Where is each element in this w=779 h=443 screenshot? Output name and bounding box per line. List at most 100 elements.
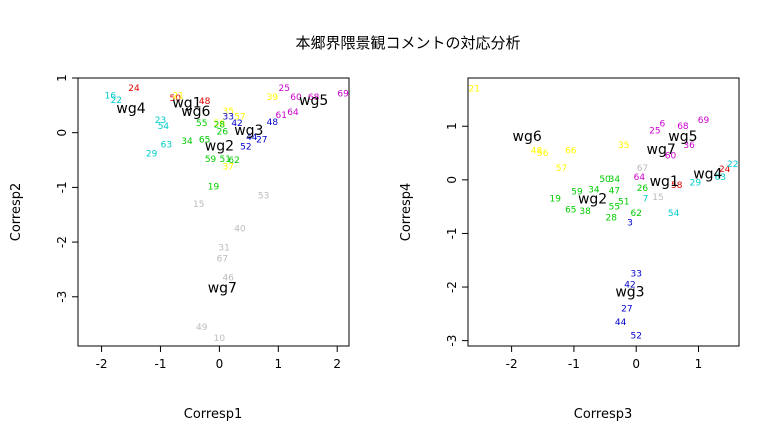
point-label: 62 bbox=[630, 209, 641, 219]
point-label: 57 bbox=[234, 112, 245, 122]
point-label: 65 bbox=[565, 205, 576, 215]
plot-frame bbox=[77, 77, 350, 347]
point-label: 26 bbox=[217, 128, 229, 138]
x-axis-label: Corresp1 bbox=[184, 407, 243, 422]
point-label: 23 bbox=[155, 116, 166, 126]
point-label: 51 bbox=[618, 197, 629, 207]
point-label: 47 bbox=[609, 187, 620, 197]
point-label: 44 bbox=[615, 318, 627, 328]
point-label: 44 bbox=[246, 133, 258, 143]
point-label: 61 bbox=[276, 111, 287, 121]
point-label: 67 bbox=[217, 254, 228, 264]
y-tick-label: 0 bbox=[55, 129, 69, 137]
point-label: 22 bbox=[111, 96, 122, 106]
group-label: wg5 bbox=[668, 129, 697, 145]
point-label: 56 bbox=[214, 119, 226, 129]
y-tick-label: 1 bbox=[55, 74, 69, 82]
y-tick-label: -3 bbox=[55, 291, 69, 303]
group-label: wg1 bbox=[172, 96, 201, 112]
point-label: 68 bbox=[308, 93, 320, 103]
point-label: 42 bbox=[624, 280, 635, 290]
point-label: 42 bbox=[231, 119, 242, 129]
point-label: 59 bbox=[205, 155, 217, 165]
point-label: 50 bbox=[169, 94, 181, 104]
axis-ticks: -2 -1 0 1 -3 -2 -1 0 1 bbox=[445, 122, 702, 371]
point-label: 68 bbox=[677, 122, 689, 132]
point-label: 28 bbox=[214, 120, 226, 130]
point-label: 48 bbox=[267, 118, 279, 128]
group-label: wg5 bbox=[299, 93, 328, 109]
point-label: 35 bbox=[223, 107, 234, 117]
point-label: 39 bbox=[267, 93, 279, 103]
point-label: 24 bbox=[128, 84, 140, 94]
point-label: 24 bbox=[719, 165, 731, 175]
point-label: 16 bbox=[105, 92, 117, 102]
group-label: wg2 bbox=[205, 138, 234, 154]
point-label: 52 bbox=[240, 142, 251, 152]
point-label: 38 bbox=[579, 207, 591, 217]
point-label: 50 bbox=[599, 175, 611, 185]
x-tick-label: -1 bbox=[568, 357, 580, 371]
point-label: 67 bbox=[637, 164, 648, 174]
group-label: wg1 bbox=[650, 174, 679, 190]
plot-frame bbox=[467, 77, 740, 347]
x-tick-label: -2 bbox=[506, 357, 518, 371]
point-label: 52 bbox=[630, 331, 641, 341]
chart-title: 本郷界隈景観コメントの対応分析 bbox=[295, 34, 520, 52]
point-label: 15 bbox=[193, 200, 204, 210]
point-label: 63 bbox=[715, 173, 726, 183]
y-tick-label: 0 bbox=[445, 176, 459, 184]
point-label: 55 bbox=[609, 203, 620, 213]
x-tick-label: -2 bbox=[96, 357, 108, 371]
x-tick-label: 2 bbox=[333, 357, 341, 371]
point-label: 29 bbox=[690, 179, 702, 189]
point-label: 22 bbox=[727, 160, 738, 170]
group-label: wg7 bbox=[647, 142, 676, 158]
point-label: 46 bbox=[223, 274, 235, 284]
group-label: wg7 bbox=[208, 280, 237, 296]
group-label: wg2 bbox=[578, 192, 607, 208]
point-label: 60 bbox=[665, 152, 677, 162]
x-tick-label: -1 bbox=[154, 357, 166, 371]
plot-corresp1-corresp2: Corresp1 Corresp2 -2 -1 0 1 2 -3 -2 -1 0 1 24 1622… bbox=[9, 74, 350, 422]
point-label: 54 bbox=[158, 122, 170, 132]
axis-ticks: -2 -1 0 1 2 -3 -2 -1 0 1 bbox=[55, 74, 341, 371]
group-label: wg4 bbox=[116, 101, 145, 117]
point-label: 36 bbox=[683, 141, 695, 151]
y-axis-label: Corresp2 bbox=[9, 183, 24, 242]
group-label: wg3 bbox=[615, 284, 644, 300]
y-tick-label: -2 bbox=[445, 281, 459, 293]
x-tick-label: 1 bbox=[695, 357, 703, 371]
y-tick-label: 1 bbox=[445, 122, 459, 130]
point-label: 40 bbox=[234, 224, 246, 234]
point-label: 34 bbox=[609, 175, 621, 185]
point-label: 69 bbox=[698, 116, 710, 126]
x-tick-label: 0 bbox=[632, 357, 640, 371]
point-label: 53 bbox=[258, 192, 269, 202]
point-label: 15 bbox=[652, 193, 663, 203]
point-label: 57 bbox=[556, 164, 567, 174]
point-label: 51 bbox=[220, 155, 231, 165]
point-label: 34 bbox=[181, 137, 193, 147]
point-label: 25 bbox=[278, 84, 289, 94]
x-tick-label: 1 bbox=[274, 357, 282, 371]
point-label: 19 bbox=[549, 195, 561, 205]
point-label: 6 bbox=[660, 120, 666, 130]
y-tick-label: -1 bbox=[445, 227, 459, 239]
group-label: wg6 bbox=[513, 129, 542, 145]
point-label: 26 bbox=[637, 184, 649, 194]
point-label: 48 bbox=[531, 146, 543, 156]
point-label: 21 bbox=[172, 92, 183, 102]
group-label: wg4 bbox=[693, 166, 722, 182]
point-label: 66 bbox=[565, 146, 577, 156]
point-label: 55 bbox=[196, 119, 207, 129]
point-label: 56 bbox=[537, 149, 549, 159]
point-label: 63 bbox=[161, 141, 172, 151]
point-label: 65 bbox=[199, 135, 210, 145]
point-label: 35 bbox=[618, 141, 629, 151]
point-label: 48 bbox=[199, 97, 211, 107]
